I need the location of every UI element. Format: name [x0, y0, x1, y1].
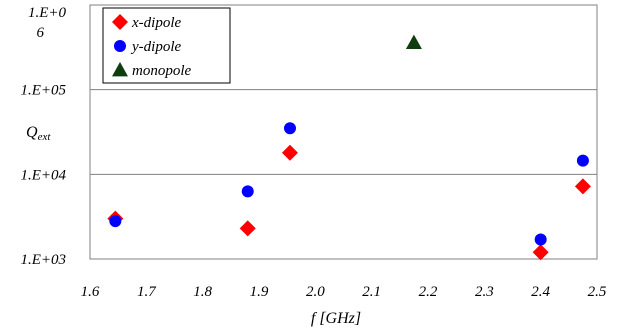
x-axis-label: f [GHz]	[311, 310, 361, 327]
x-tick-label: 1.7	[137, 284, 157, 300]
legend: x-dipole y-dipole monopole	[102, 7, 231, 84]
x-dipole-point	[532, 244, 549, 261]
data-points	[107, 34, 591, 261]
x-tick-label: 2.2	[419, 284, 438, 300]
gridlines	[90, 89, 597, 175]
y-tick-label: 1.E+03	[20, 252, 66, 268]
y-axis-label: Qext	[26, 124, 51, 143]
x-tick-label: 2.0	[306, 284, 325, 300]
y-dipole-legend-marker	[114, 40, 126, 52]
x-dipole-point	[239, 220, 256, 237]
legend-label: x-dipole	[131, 15, 181, 31]
x-tick-label: 2.4	[531, 284, 550, 300]
y-tick-label: 1.E+05	[20, 83, 66, 99]
x-tick-label: 1.8	[193, 284, 212, 300]
y-axis-ticks: 1.E+03 1.E+04 1.E+05 1.E+0 6	[20, 5, 66, 268]
x-dipole-legend-marker	[112, 14, 128, 30]
legend-label: monopole	[132, 63, 192, 79]
y-tick-label: 1.E+04	[20, 167, 66, 183]
y-dipole-point	[534, 233, 547, 246]
legend-label: y-dipole	[130, 39, 181, 55]
x-tick-label: 1.9	[250, 284, 269, 300]
x-dipole-point	[574, 178, 591, 195]
x-tick-label: 2.5	[588, 284, 607, 300]
x-tick-label: 2.3	[475, 284, 494, 300]
x-dipole-point	[281, 144, 298, 161]
x-tick-label: 2.1	[362, 284, 381, 300]
y-tick-label: 6	[37, 25, 45, 41]
y-dipole-point	[109, 215, 122, 228]
x-tick-label: 1.6	[81, 284, 100, 300]
monopole-legend-marker	[112, 62, 128, 77]
y-dipole-point	[283, 122, 296, 135]
x-axis-ticks: 1.6 1.7 1.8 1.9 2.0 2.1 2.2 2.3 2.4 2.5	[81, 284, 607, 300]
y-tick-label: 1.E+0	[28, 5, 67, 21]
monopole-point	[405, 34, 422, 49]
y-dipole-point	[576, 154, 589, 167]
y-dipole-point	[241, 185, 254, 198]
